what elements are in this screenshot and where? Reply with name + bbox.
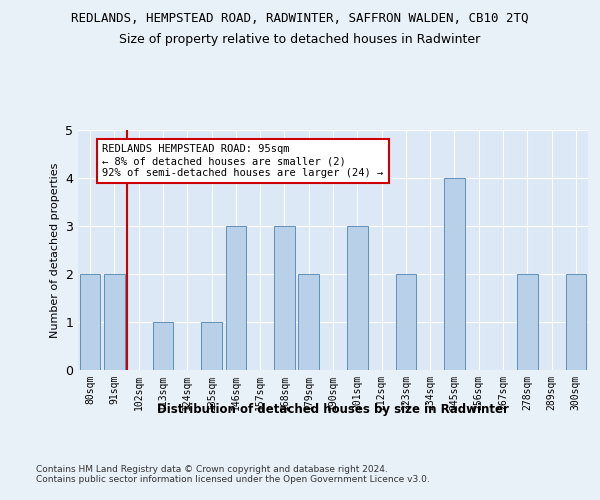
Text: REDLANDS HEMPSTEAD ROAD: 95sqm
← 8% of detached houses are smaller (2)
92% of se: REDLANDS HEMPSTEAD ROAD: 95sqm ← 8% of d… (102, 144, 383, 178)
Y-axis label: Number of detached properties: Number of detached properties (50, 162, 59, 338)
Bar (201, 322, 222, 370)
Text: REDLANDS, HEMPSTEAD ROAD, RADWINTER, SAFFRON WALDEN, CB10 2TQ: REDLANDS, HEMPSTEAD ROAD, RADWINTER, SAF… (71, 12, 529, 26)
Bar (152, 322, 173, 370)
Bar (226, 226, 246, 370)
Text: Size of property relative to detached houses in Radwinter: Size of property relative to detached ho… (119, 32, 481, 46)
Bar (444, 178, 465, 370)
Text: Contains HM Land Registry data © Crown copyright and database right 2024.
Contai: Contains HM Land Registry data © Crown c… (36, 465, 430, 484)
Bar (298, 274, 319, 370)
Bar (566, 274, 586, 370)
Bar (395, 274, 416, 370)
Bar (104, 274, 125, 370)
Bar (347, 226, 368, 370)
Bar (517, 274, 538, 370)
Bar (80, 274, 100, 370)
Bar (274, 226, 295, 370)
Text: Distribution of detached houses by size in Radwinter: Distribution of detached houses by size … (157, 402, 509, 415)
